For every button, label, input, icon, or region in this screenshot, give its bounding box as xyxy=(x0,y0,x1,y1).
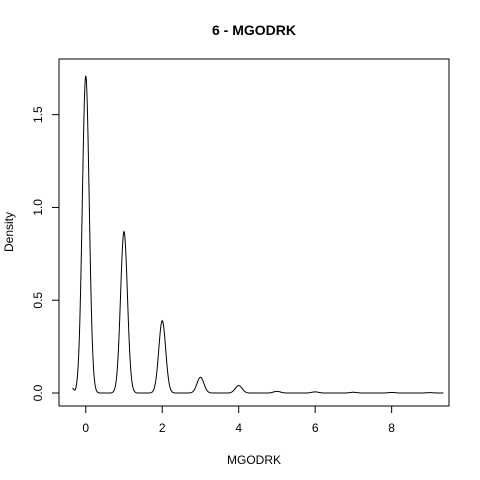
plot-box xyxy=(58,58,450,407)
x-tick-label: 2 xyxy=(159,421,166,435)
y-tick-label: 0.0 xyxy=(31,384,45,401)
y-tick-label: 0.5 xyxy=(31,292,45,309)
x-tick-label: 0 xyxy=(82,421,89,435)
x-tick-label: 8 xyxy=(388,421,395,435)
x-tick-label: 4 xyxy=(235,421,242,435)
x-axis-label: MGODRK xyxy=(227,453,281,467)
y-tick-label: 1.5 xyxy=(31,106,45,123)
density-curve xyxy=(72,75,444,394)
x-axis: 0 2 4 6 8 xyxy=(82,405,395,435)
y-axis-label: Density xyxy=(2,212,16,252)
y-tick-label: 1.0 xyxy=(31,199,45,216)
y-axis: 0.0 0.5 1.0 1.5 xyxy=(31,106,60,401)
chart-title: 6 - MGODRK xyxy=(212,22,296,38)
x-tick-label: 6 xyxy=(312,421,319,435)
